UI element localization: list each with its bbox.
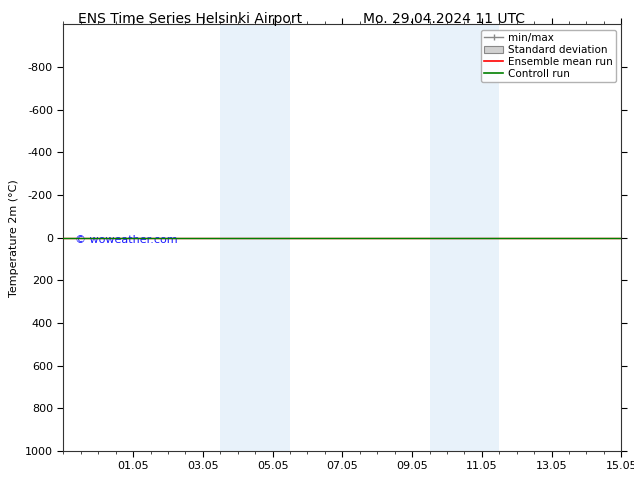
Bar — [221, 24, 255, 451]
Text: Mo. 29.04.2024 11 UTC: Mo. 29.04.2024 11 UTC — [363, 12, 525, 26]
Text: © woweather.com: © woweather.com — [75, 235, 177, 245]
Bar — [464, 24, 500, 451]
Y-axis label: Temperature 2m (°C): Temperature 2m (°C) — [10, 179, 20, 296]
Bar — [429, 24, 464, 451]
Text: ENS Time Series Helsinki Airport: ENS Time Series Helsinki Airport — [78, 12, 302, 26]
Legend: min/max, Standard deviation, Ensemble mean run, Controll run: min/max, Standard deviation, Ensemble me… — [481, 30, 616, 82]
Bar — [255, 24, 290, 451]
